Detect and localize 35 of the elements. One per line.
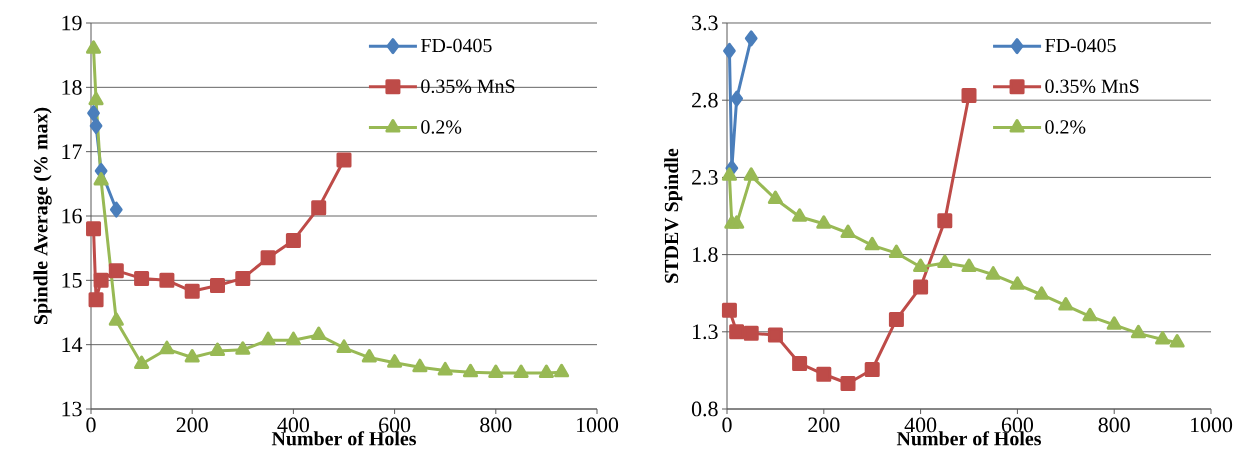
x-tick-label: 200 [808, 417, 840, 433]
x-tick-label: 400 [277, 417, 310, 433]
y-tick-label: 16 [62, 208, 82, 224]
legend-label: FD-0405 [1045, 38, 1116, 53]
y-tick-label: 17 [62, 144, 82, 159]
y-axis-title: Spindle Average (% max) [33, 107, 52, 325]
x-tick-label: 0 [86, 417, 96, 433]
legend-label: 0.35% MnS [1045, 79, 1139, 94]
legend-label: FD-0405 [421, 38, 492, 53]
legend-label: 0.35% MnS [421, 79, 515, 94]
y-tick-label: 14 [62, 337, 83, 352]
legend-label: 0.2% [421, 120, 462, 134]
legend-label: 0.2% [1045, 120, 1086, 134]
y-tick-label: 2.3 [692, 169, 718, 185]
x-tick-label: 800 [480, 417, 512, 433]
y-tick-label: 15 [62, 272, 82, 288]
y-axis-title: STDEV Spindle [664, 148, 683, 283]
x-tick-label: 600 [1001, 417, 1034, 433]
y-tick-label: 1.8 [693, 247, 718, 263]
y-tick-label: 1.3 [693, 324, 718, 340]
y-tick-label: 18 [62, 79, 82, 95]
x-tick-label: 0 [722, 417, 732, 433]
y-tick-label: 2.8 [692, 92, 718, 108]
x-tick-label: 600 [379, 417, 411, 433]
x-tick-label: 1000 [1191, 417, 1233, 433]
y-tick-label: 0.8 [691, 401, 718, 417]
x-tick-label: 800 [1098, 417, 1130, 433]
y-tick-label: 3.3 [692, 15, 718, 31]
x-tick-label: 200 [176, 417, 208, 433]
x-axis-title: Number of Holes [896, 431, 1042, 446]
y-tick-label: 19 [62, 15, 82, 31]
x-tick-label: 1000 [577, 417, 619, 433]
x-tick-label: 400 [904, 417, 937, 433]
x-axis-title: Number of Holes [271, 431, 417, 446]
y-tick-label: 13 [62, 401, 82, 417]
